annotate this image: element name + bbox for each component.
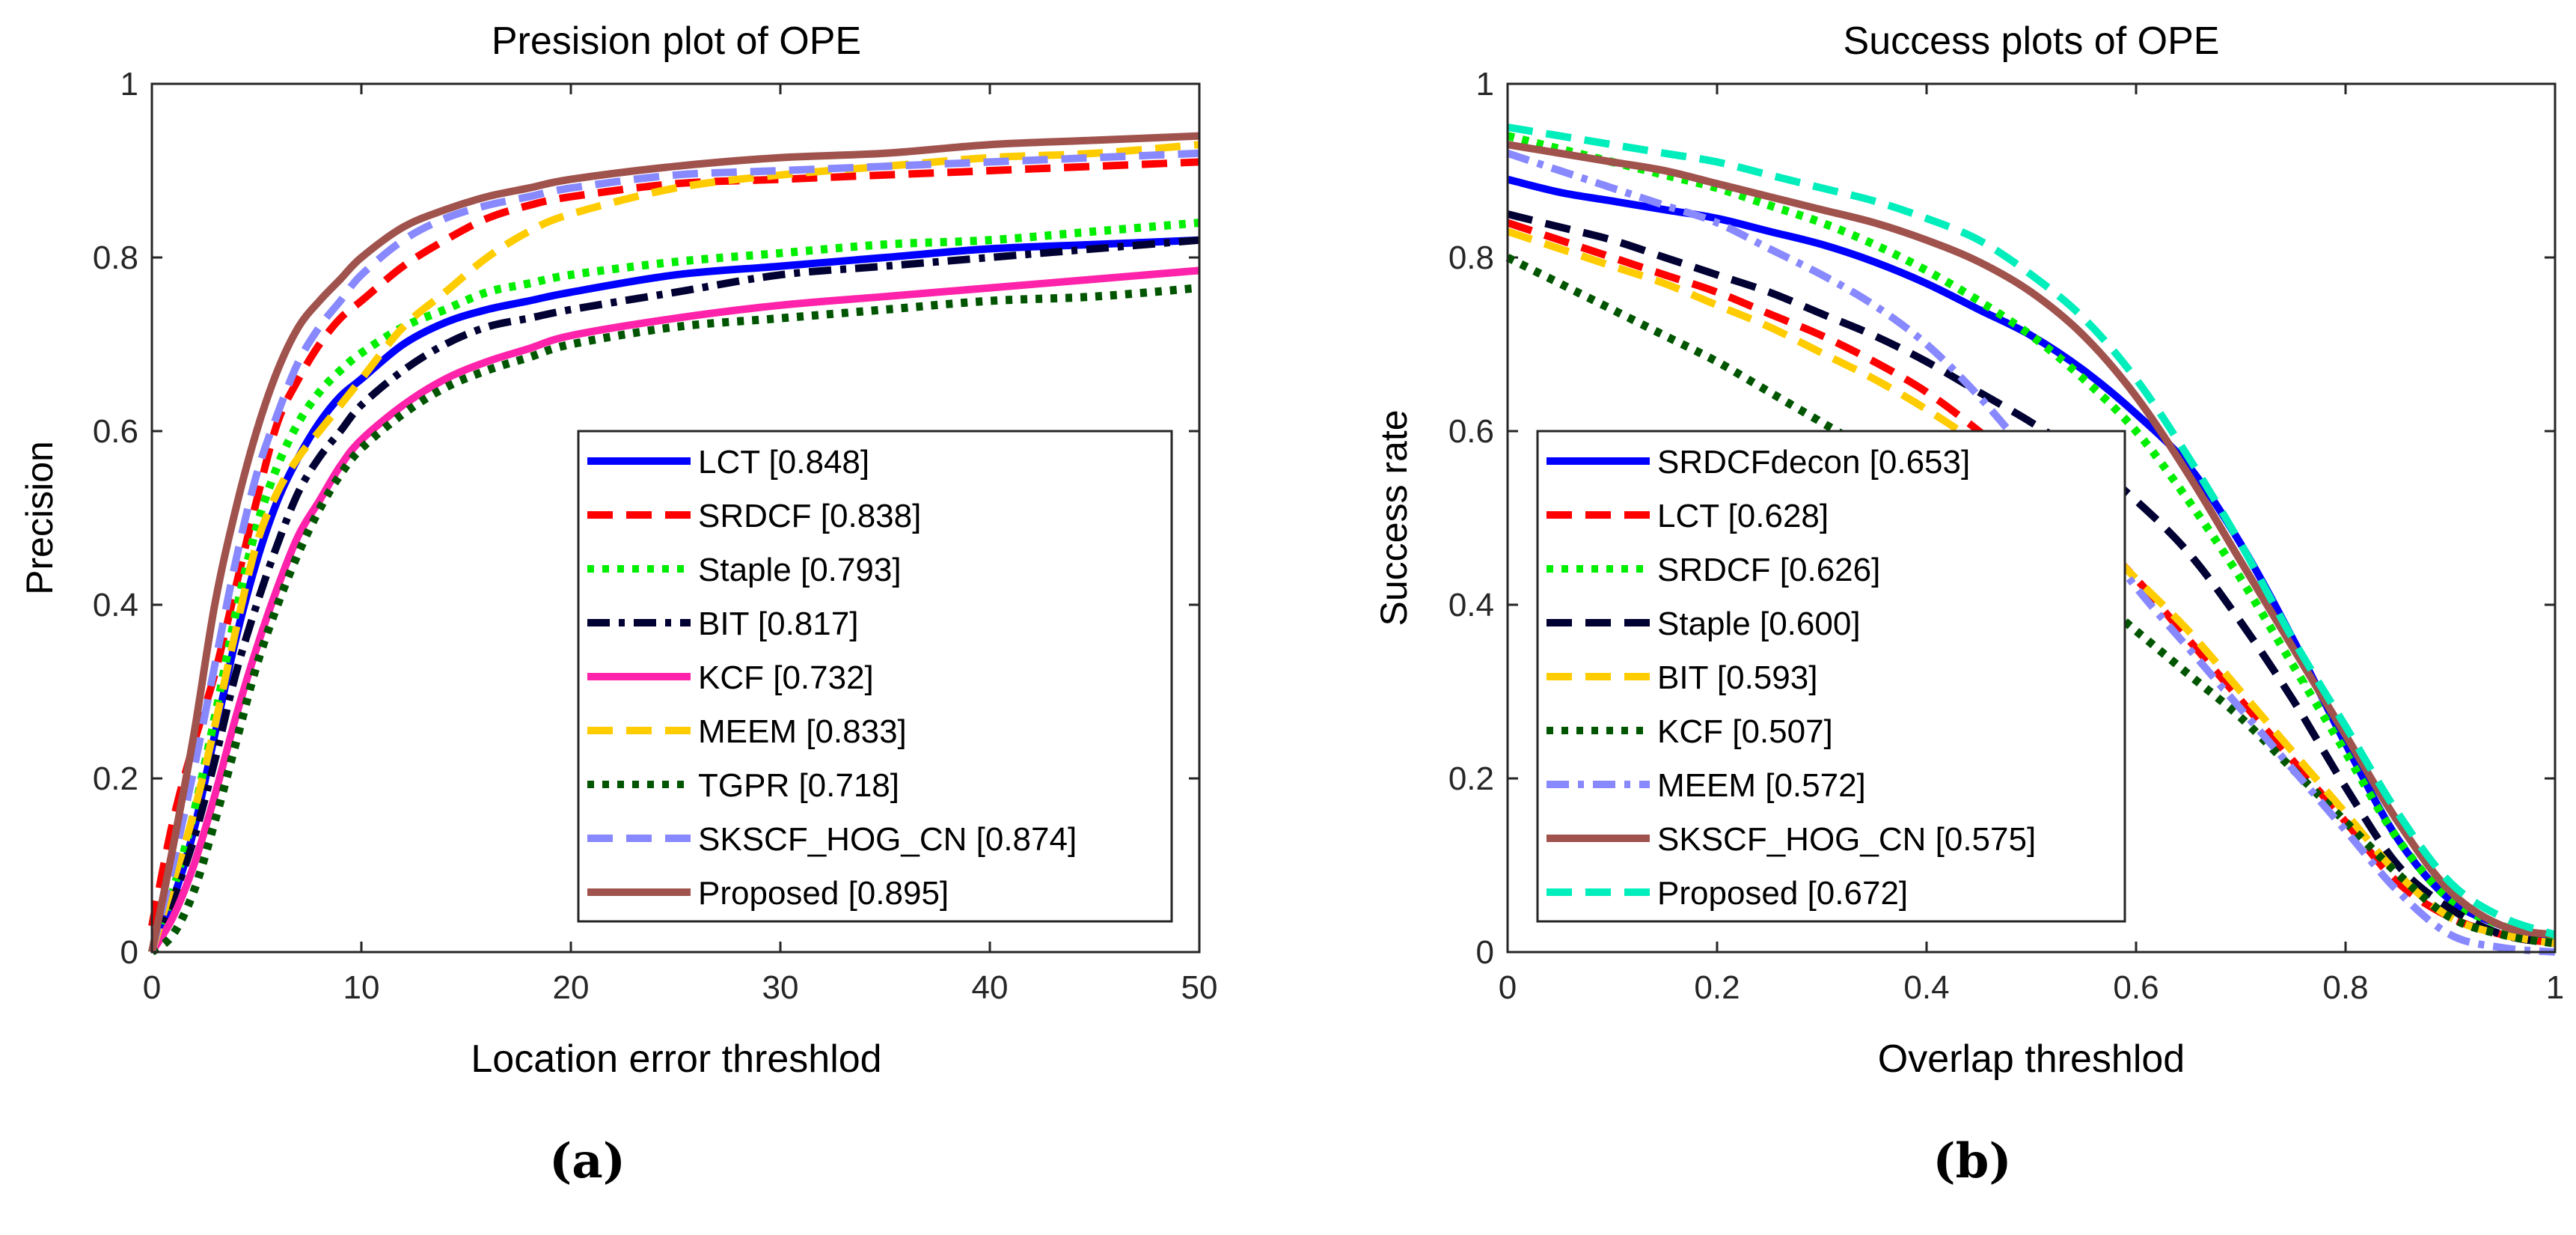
legend-label: TGPR [0.718] xyxy=(698,767,899,804)
x-axis-label: Overlap threshlod xyxy=(1878,1037,2185,1081)
legend-entry: SRDCFdecon [0.653] xyxy=(1546,444,1970,481)
legend-label: MEEM [0.833] xyxy=(698,713,907,750)
legend-entry: SKSCF_HOG_CN [0.874] xyxy=(587,821,1077,858)
x-tick-label: 0 xyxy=(1499,969,1517,1006)
legend-label: BIT [0.593] xyxy=(1657,659,1817,696)
legend-entry: LCT [0.628] xyxy=(1546,498,1829,534)
legend-entry: KCF [0.732] xyxy=(587,659,874,696)
y-tick-label: 1 xyxy=(1476,66,1494,103)
legend-label: SRDCF [0.626] xyxy=(1657,552,1880,588)
legend-entry: TGPR [0.718] xyxy=(587,767,899,804)
y-tick-label: 1 xyxy=(120,66,138,103)
y-axis-label: Precision xyxy=(19,441,61,595)
legend-entry: Staple [0.600] xyxy=(1546,606,1861,642)
legend-entry: MEEM [0.833] xyxy=(587,713,907,750)
legend-label: SKSCF_HOG_CN [0.575] xyxy=(1657,821,2036,858)
x-axis-label: Location error threshlod xyxy=(471,1037,881,1081)
legend-label: Proposed [0.672] xyxy=(1657,875,1908,912)
series-line xyxy=(148,149,1200,954)
x-tick-label: 20 xyxy=(553,969,590,1006)
x-tick-label: 30 xyxy=(762,969,799,1006)
series-line xyxy=(148,266,1200,954)
legend-label: BIT [0.817] xyxy=(698,606,858,642)
legend-entry: Staple [0.793] xyxy=(587,552,902,588)
x-tick-label: 0.4 xyxy=(1903,969,1949,1006)
panel-a-precision-plot: Presision plot of OPE Precision Location… xyxy=(19,19,1217,1189)
chart-title: Presision plot of OPE xyxy=(492,19,861,63)
legend-label: SRDCFdecon [0.653] xyxy=(1657,444,1970,481)
legend-entry: SRDCF [0.838] xyxy=(587,498,921,534)
panel-label: (b) xyxy=(1933,1133,2011,1189)
y-axis-ticks: 0 0.2 0.4 0.6 0.8 1 xyxy=(93,66,1199,971)
y-tick-label: 0.6 xyxy=(1448,413,1494,450)
x-tick-label: 0 xyxy=(143,969,161,1006)
legend-entry: KCF [0.507] xyxy=(1546,713,1833,750)
y-tick-label: 0.8 xyxy=(1448,240,1494,276)
legend-entry: LCT [0.848] xyxy=(587,444,869,481)
legend-label: Proposed [0.895] xyxy=(698,875,949,912)
series-line xyxy=(1506,228,2556,948)
series-line xyxy=(148,236,1200,954)
legend-entry: BIT [0.593] xyxy=(1546,659,1817,696)
legend-entry: Proposed [0.672] xyxy=(1546,875,1908,912)
legend-entry: SRDCF [0.626] xyxy=(1546,552,1880,588)
legend-entry: Proposed [0.895] xyxy=(587,875,949,912)
panel-label: (a) xyxy=(549,1133,625,1189)
y-tick-label: 0.4 xyxy=(1448,587,1494,623)
y-tick-label: 0.4 xyxy=(93,587,138,623)
series-line xyxy=(1507,124,2557,939)
y-axis-label: Success rate xyxy=(1373,409,1415,626)
chart-title: Success plots of OPE xyxy=(1844,19,2220,63)
y-tick-label: 0.8 xyxy=(93,240,138,276)
legend-entry: MEEM [0.572] xyxy=(1546,767,1866,804)
legend-label: Staple [0.600] xyxy=(1657,606,1861,642)
plot-series-group xyxy=(147,132,1200,956)
x-tick-label: 1 xyxy=(2546,969,2564,1006)
plot-area xyxy=(150,82,1201,954)
series-line xyxy=(148,132,1200,953)
x-tick-label: 40 xyxy=(972,969,1009,1006)
x-tick-label: 50 xyxy=(1181,969,1218,1006)
legend-label: LCT [0.628] xyxy=(1657,498,1829,534)
x-axis-ticks: 0 10 20 30 40 50 xyxy=(143,84,1218,1006)
legend-label: LCT [0.848] xyxy=(698,444,869,481)
x-axis-ticks: 0 0.2 0.4 0.6 0.8 1 xyxy=(1499,84,2564,1006)
legend-entry: BIT [0.817] xyxy=(587,606,858,642)
plot-area xyxy=(1506,82,2557,954)
y-tick-label: 0.2 xyxy=(1448,760,1494,797)
y-tick-label: 0.6 xyxy=(93,413,138,450)
legend: SRDCFdecon [0.653] LCT [0.628] SRDCF [0.62… xyxy=(1536,430,2126,923)
series-line xyxy=(148,158,1200,927)
panel-b-success-plot: Success plots of OPE Success rate Overla… xyxy=(1373,19,2564,1189)
series-line xyxy=(1506,219,2556,948)
x-tick-label: 0.6 xyxy=(2113,969,2159,1006)
legend-label: SKSCF_HOG_CN [0.874] xyxy=(698,821,1077,858)
y-tick-label: 0 xyxy=(120,934,138,971)
series-line xyxy=(1507,141,2556,939)
y-tick-label: 0.2 xyxy=(93,760,138,797)
series-line xyxy=(1506,132,2557,948)
legend-label: KCF [0.732] xyxy=(698,659,874,696)
legend-label: Staple [0.793] xyxy=(698,552,902,588)
y-tick-label: 0 xyxy=(1476,934,1494,971)
legend-entry: SKSCF_HOG_CN [0.575] xyxy=(1546,821,2036,858)
legend-label: KCF [0.507] xyxy=(1657,713,1833,750)
legend: LCT [0.848] SRDCF [0.838] Staple [0.793] BI… xyxy=(577,430,1173,923)
legend-label: SRDCF [0.838] xyxy=(698,498,921,534)
series-line xyxy=(147,219,1200,954)
legend-label: MEEM [0.572] xyxy=(1657,767,1866,804)
x-tick-label: 10 xyxy=(343,969,380,1006)
x-tick-label: 0.8 xyxy=(2322,969,2368,1006)
x-tick-label: 0.2 xyxy=(1694,969,1740,1006)
